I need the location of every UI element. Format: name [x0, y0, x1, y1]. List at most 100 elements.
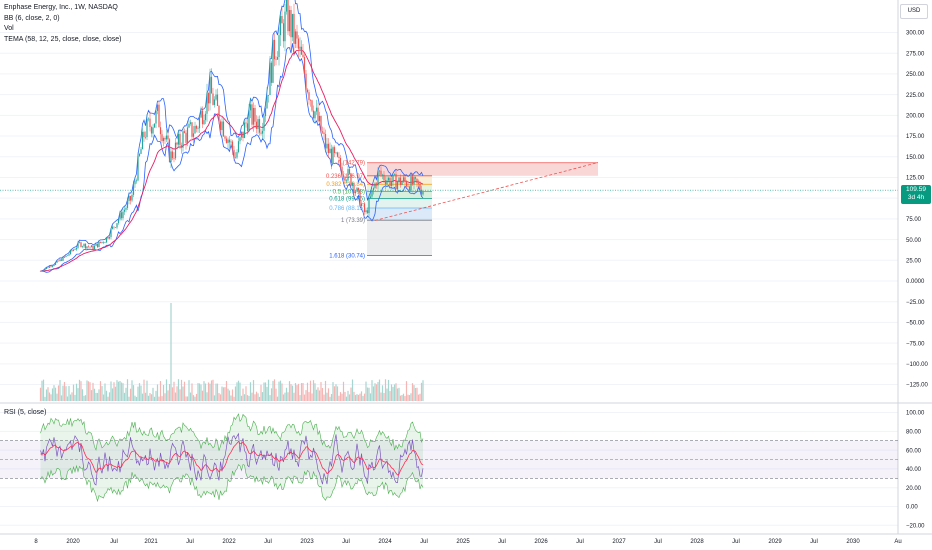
candle-body — [39, 271, 42, 272]
volume-bar — [162, 384, 165, 401]
candle-body — [143, 131, 145, 138]
candle-body — [372, 188, 375, 191]
candle-body — [374, 183, 376, 189]
candle-body — [183, 131, 186, 133]
volume-bar — [147, 395, 150, 401]
volume-bar — [51, 388, 54, 401]
candle-body — [90, 245, 93, 248]
volume-bar — [77, 388, 79, 401]
rsi-tick-label: 80.00 — [906, 430, 922, 436]
candle-body — [350, 173, 352, 186]
candle-body — [308, 92, 310, 101]
candle-body — [303, 57, 306, 74]
last-price-countdown: 3d 4h — [907, 194, 925, 201]
volume-bar — [224, 387, 226, 401]
indicator-vol[interactable]: Vol — [4, 25, 14, 32]
volume-bar — [393, 384, 396, 401]
price-tick-label: 250.00 — [906, 72, 925, 78]
candle-body — [228, 139, 231, 143]
candle-body — [53, 264, 55, 266]
price-tick-label: −50.00 — [906, 321, 925, 327]
time-tick-label: 2022 — [222, 539, 236, 545]
candle-body — [317, 107, 319, 122]
volume-bar — [159, 381, 162, 401]
candle-body — [285, 0, 288, 12]
candle-body — [266, 95, 268, 109]
volume-bar — [360, 391, 363, 401]
price-tick-label: 50.00 — [906, 238, 922, 244]
volume-bar — [354, 395, 357, 401]
candle-body — [69, 250, 72, 255]
volume-bar — [410, 393, 412, 401]
candle-body — [113, 226, 115, 228]
candle-body — [348, 169, 351, 174]
volume-bar — [395, 383, 397, 401]
volume-bar — [233, 396, 235, 401]
volume-bar — [384, 379, 387, 401]
candle-body — [339, 157, 342, 167]
candle-body — [188, 123, 190, 128]
candle-body — [305, 73, 307, 90]
volume-bar — [236, 382, 238, 401]
time-tick-label: 2028 — [690, 539, 704, 545]
candle-body — [296, 31, 298, 39]
candle-body — [288, 10, 291, 32]
volume-bar — [399, 395, 402, 401]
volume-bar — [221, 386, 223, 401]
last-price-tag: 109.59 3d 4h — [901, 185, 931, 204]
volume-bar — [414, 388, 417, 401]
candle-body — [362, 203, 364, 205]
candle-body — [162, 138, 165, 142]
candle-body — [74, 249, 76, 251]
time-tick-label: Jul — [420, 539, 428, 545]
volume-bar — [335, 384, 337, 401]
candle-body — [54, 262, 57, 265]
volume-bar — [363, 393, 366, 401]
candles — [39, 0, 424, 272]
volume-bar — [126, 379, 129, 401]
rsi-tick-label: 60.00 — [906, 448, 922, 454]
candle-body — [368, 198, 370, 214]
candle-body — [110, 228, 112, 237]
candle-body — [413, 177, 415, 185]
candle-body — [141, 131, 144, 150]
volume-bar — [179, 389, 181, 401]
candle-body — [261, 130, 264, 134]
volume-bar — [269, 395, 271, 401]
volume-bar — [86, 380, 88, 401]
volume-bar — [75, 383, 78, 401]
candle-body — [284, 11, 286, 42]
candle-body — [173, 158, 175, 159]
rsi-pane-title[interactable]: RSI (5, close) — [4, 409, 47, 416]
candle-body — [213, 99, 216, 105]
candle-body — [245, 122, 247, 124]
currency-button[interactable]: USD — [900, 4, 928, 19]
candle-body — [239, 137, 241, 142]
candle-body — [107, 237, 109, 239]
volume-bar — [368, 387, 370, 401]
candle-body — [320, 116, 322, 132]
volume-bar — [66, 396, 69, 401]
candle-body — [272, 39, 274, 83]
indicator-tema[interactable]: TEMA (58, 12, 25, close, close, close) — [4, 35, 122, 43]
candle-body — [144, 137, 147, 138]
candle-body — [347, 169, 349, 181]
volume-bar — [146, 380, 148, 401]
candle-body — [114, 227, 117, 228]
candle-body — [62, 256, 64, 261]
indicator-bb[interactable]: BB (6, close, 2, 0) — [4, 14, 60, 22]
candle-body — [161, 134, 163, 142]
volume-bar — [41, 380, 43, 401]
candle-body — [267, 95, 270, 96]
volume-bar — [387, 379, 390, 401]
volume-bar — [122, 383, 124, 401]
candle-body — [390, 182, 393, 186]
volume-bar — [167, 390, 169, 401]
candle-body — [216, 94, 219, 106]
volume-bar — [134, 395, 136, 401]
candle-body — [411, 176, 414, 185]
candle-body — [327, 143, 330, 154]
volume-bar — [108, 392, 111, 401]
